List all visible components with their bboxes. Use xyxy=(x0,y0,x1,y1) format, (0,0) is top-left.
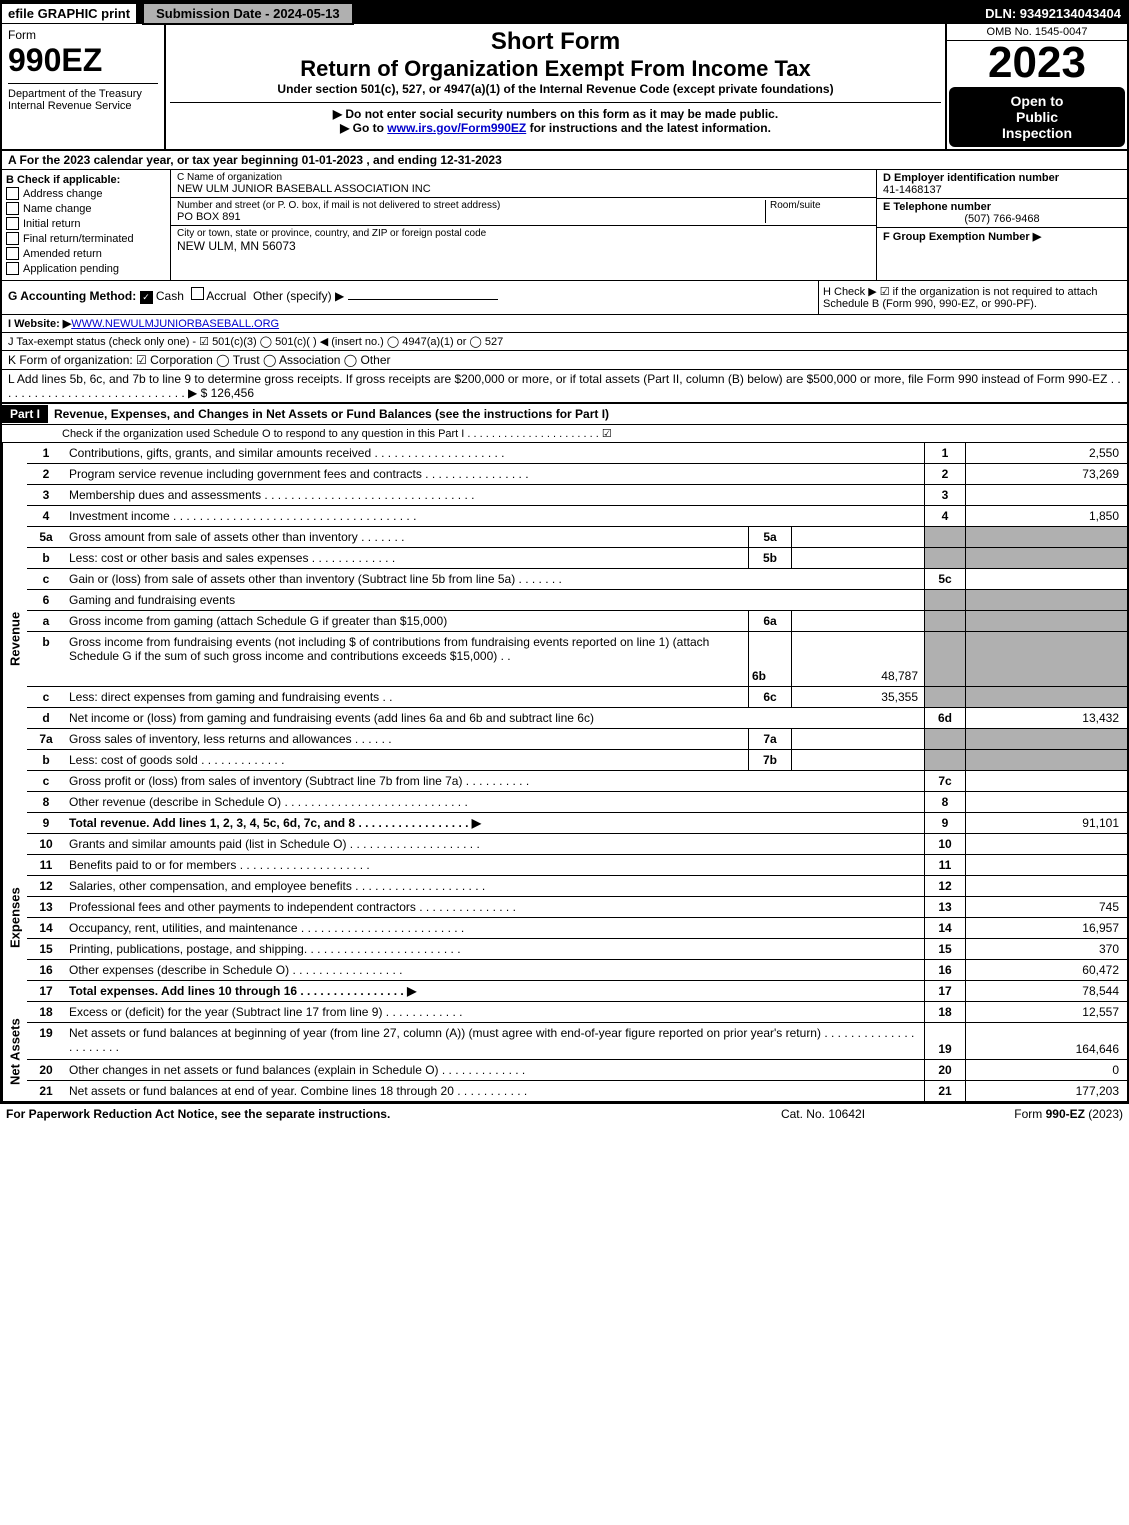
header-right: OMB No. 1545-0047 2023 Open to Public In… xyxy=(945,24,1127,149)
val-6b: 48,787 xyxy=(792,632,925,686)
part1-header-row: Part I Revenue, Expenses, and Changes in… xyxy=(2,403,1127,425)
addr-value: PO BOX 891 xyxy=(177,211,765,223)
note-link: ▶ Go to www.irs.gov/Form990EZ for instru… xyxy=(170,121,941,135)
form-number: 990EZ xyxy=(8,42,158,79)
section-b-title: B Check if applicable: xyxy=(6,174,120,186)
val-8 xyxy=(966,792,1127,812)
val-12 xyxy=(966,876,1127,896)
header-row: Form 990EZ Department of the Treasury In… xyxy=(2,24,1127,151)
val-2: 73,269 xyxy=(966,464,1127,484)
form-id-block: Form 990EZ Department of the Treasury In… xyxy=(2,24,166,149)
dept-line2: Internal Revenue Service xyxy=(8,100,158,112)
footer-mid: Cat. No. 10642I xyxy=(723,1107,923,1121)
val-9: 91,101 xyxy=(966,813,1127,833)
section-d: D Employer identification number 41-1468… xyxy=(877,170,1127,280)
val-19: 164,646 xyxy=(966,1023,1127,1059)
line-k: K Form of organization: ☑ Corporation ◯ … xyxy=(2,351,1127,370)
expenses-label: Expenses xyxy=(2,834,27,1002)
phone-label: E Telephone number xyxy=(883,201,991,213)
val-13: 745 xyxy=(966,897,1127,917)
val-3 xyxy=(966,485,1127,505)
group-exemption-label: F Group Exemption Number ▶ xyxy=(883,231,1041,243)
ein-label: D Employer identification number xyxy=(883,172,1059,184)
val-4: 1,850 xyxy=(966,506,1127,526)
line-j: J Tax-exempt status (check only one) - ☑… xyxy=(2,333,1127,351)
gross-receipts: 126,456 xyxy=(211,386,254,400)
val-16: 60,472 xyxy=(966,960,1127,980)
val-18: 12,557 xyxy=(966,1002,1127,1022)
check-name-change[interactable]: Name change xyxy=(6,201,166,216)
ein-value: 41-1468137 xyxy=(883,184,942,196)
val-14: 16,957 xyxy=(966,918,1127,938)
submission-date: Submission Date - 2024-05-13 xyxy=(142,2,354,25)
netassets-section: Net Assets 18Excess or (deficit) for the… xyxy=(2,1002,1127,1101)
line-i: I Website: ▶WWW.NEWULMJUNIORBASEBALL.ORG xyxy=(2,315,1127,333)
org-name: NEW ULM JUNIOR BASEBALL ASSOCIATION INC xyxy=(177,183,870,195)
part1-title: Revenue, Expenses, and Changes in Net As… xyxy=(48,404,1127,424)
val-11 xyxy=(966,855,1127,875)
val-6d: 13,432 xyxy=(966,708,1127,728)
cash-checkbox[interactable]: ✓ xyxy=(140,291,153,304)
val-20: 0 xyxy=(966,1060,1127,1080)
irs-link[interactable]: www.irs.gov/Form990EZ xyxy=(387,121,526,135)
line-a: A For the 2023 calendar year, or tax yea… xyxy=(2,151,1127,170)
org-name-label: C Name of organization xyxy=(177,172,870,183)
title-sub: Under section 501(c), 527, or 4947(a)(1)… xyxy=(170,82,941,96)
revenue-label: Revenue xyxy=(2,443,27,834)
check-amended[interactable]: Amended return xyxy=(6,246,166,261)
website-link[interactable]: WWW.NEWULMJUNIORBASEBALL.ORG xyxy=(71,318,279,330)
tax-year: 2023 xyxy=(947,41,1127,85)
val-7c xyxy=(966,771,1127,791)
form-label: Form xyxy=(8,28,158,42)
footer-right: Form 990-EZ (2023) xyxy=(923,1107,1123,1121)
city-label: City or town, state or province, country… xyxy=(177,228,870,239)
revenue-section: Revenue 1Contributions, gifts, grants, a… xyxy=(2,443,1127,834)
line-l: L Add lines 5b, 6c, and 7b to line 9 to … xyxy=(2,370,1127,403)
line-h: H Check ▶ ☑ if the organization is not r… xyxy=(818,281,1127,314)
check-address-change[interactable]: Address change xyxy=(6,186,166,201)
val-5c xyxy=(966,569,1127,589)
header-center: Short Form Return of Organization Exempt… xyxy=(166,24,945,149)
accrual-checkbox[interactable] xyxy=(191,287,204,300)
check-initial-return[interactable]: Initial return xyxy=(6,216,166,231)
footer-left: For Paperwork Reduction Act Notice, see … xyxy=(6,1107,723,1121)
section-b: B Check if applicable: Address change Na… xyxy=(2,170,171,280)
open-public-badge: Open to Public Inspection xyxy=(949,87,1125,147)
footer: For Paperwork Reduction Act Notice, see … xyxy=(0,1103,1129,1124)
part1-label: Part I xyxy=(2,405,48,423)
phone-value: (507) 766-9468 xyxy=(883,213,1121,225)
note-ssn: ▶ Do not enter social security numbers o… xyxy=(170,107,941,121)
val-1: 2,550 xyxy=(966,443,1127,463)
section-c: C Name of organization NEW ULM JUNIOR BA… xyxy=(171,170,877,280)
addr-label: Number and street (or P. O. box, if mail… xyxy=(177,200,765,211)
info-grid: B Check if applicable: Address change Na… xyxy=(2,170,1127,281)
topbar: efile GRAPHIC print Submission Date - 20… xyxy=(2,2,1127,24)
netassets-label: Net Assets xyxy=(2,1002,27,1101)
title-main: Return of Organization Exempt From Incom… xyxy=(170,56,941,82)
part1-check-note: Check if the organization used Schedule … xyxy=(2,425,1127,443)
line-g: G Accounting Method: ✓ Cash Accrual Othe… xyxy=(2,281,818,314)
check-final-return[interactable]: Final return/terminated xyxy=(6,231,166,246)
expenses-section: Expenses 10Grants and similar amounts pa… xyxy=(2,834,1127,1002)
dln-label: DLN: 93492134043404 xyxy=(985,6,1127,21)
efile-label[interactable]: efile GRAPHIC print xyxy=(2,4,138,23)
room-label: Room/suite xyxy=(765,200,870,223)
val-17: 78,544 xyxy=(966,981,1127,1001)
title-short-form: Short Form xyxy=(170,28,941,56)
form-container: efile GRAPHIC print Submission Date - 20… xyxy=(0,0,1129,1103)
val-6c: 35,355 xyxy=(792,687,925,707)
val-21: 177,203 xyxy=(966,1081,1127,1101)
check-application-pending[interactable]: Application pending xyxy=(6,261,166,276)
val-10 xyxy=(966,834,1127,854)
city-value: NEW ULM, MN 56073 xyxy=(177,239,870,253)
val-15: 370 xyxy=(966,939,1127,959)
dept-line1: Department of the Treasury xyxy=(8,88,158,100)
